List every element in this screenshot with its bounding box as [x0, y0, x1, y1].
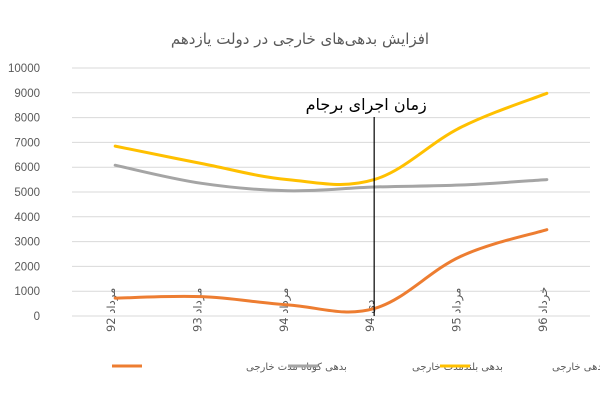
y-tick-label: 0 — [34, 311, 40, 323]
grid — [72, 67, 590, 317]
y-tick-label: 9000 — [14, 88, 40, 100]
series — [113, 91, 549, 314]
annotation: زمان اجرای برجام — [306, 95, 427, 316]
y-tick-label: 8000 — [14, 113, 40, 125]
series-line — [113, 91, 549, 186]
y-tick-label: 10000 — [8, 63, 40, 75]
x-tick-label: مرداد 95 — [450, 288, 465, 332]
x-tick-label: دی 94 — [363, 300, 377, 332]
y-axis-ticks: 0 1000 2000 3000 4000 5000 6000 7000 8000 9000 100… — [8, 63, 40, 323]
y-tick-label: 4000 — [14, 212, 40, 224]
x-tick-label: مرداد 92 — [104, 288, 119, 332]
x-tick-label: خرداد 96 — [536, 287, 551, 332]
y-tick-label: 7000 — [14, 137, 40, 149]
series-line — [113, 228, 549, 314]
y-tick-label: 2000 — [14, 261, 40, 273]
x-tick-label: مرداد 94 — [277, 288, 292, 332]
legend-label: کل بدهی خارجی — [552, 362, 600, 373]
y-tick-label: 3000 — [14, 237, 40, 249]
y-tick-label: 6000 — [14, 162, 40, 174]
y-tick-label: 5000 — [14, 187, 40, 199]
y-tick-label: 1000 — [14, 286, 40, 298]
x-tick-label: مرداد 93 — [191, 288, 206, 332]
series-line — [113, 163, 549, 193]
x-axis-ticks: مرداد 92 مرداد 93 مرداد 94 دی 94 مرداد 95 خرد… — [104, 287, 551, 332]
annotation-label: زمان اجرای برجام — [306, 95, 427, 115]
chart-title: افزایش بدهی‌های خارجی در دولت یازدهم — [171, 30, 429, 48]
